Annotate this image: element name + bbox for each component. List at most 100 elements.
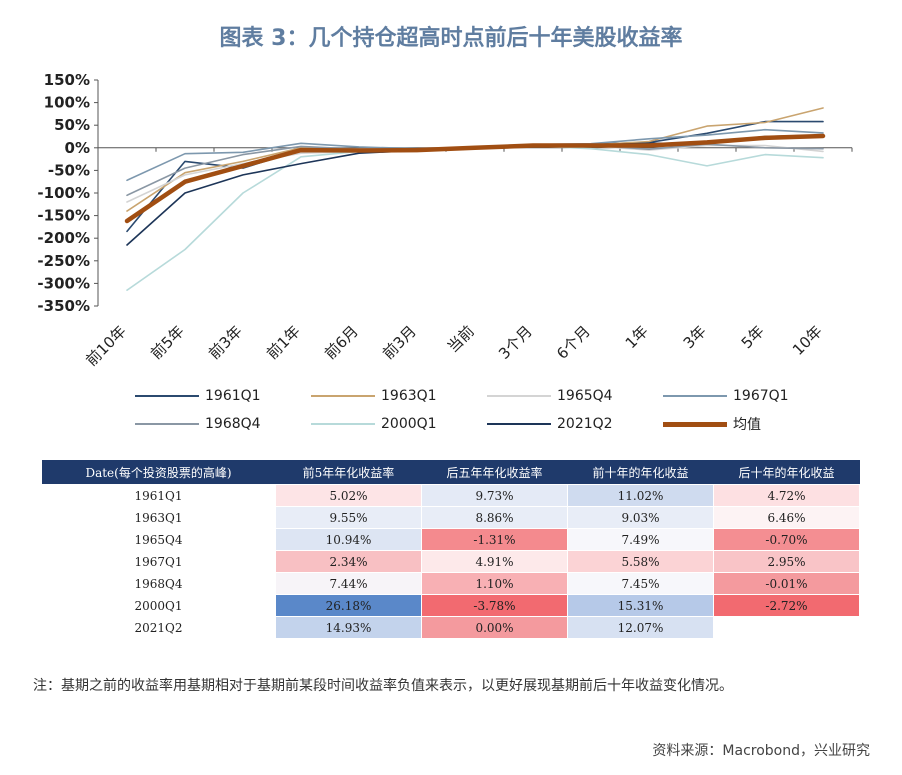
footnote: 注：基期之前的收益率用基期相对于基期前某段时间收益率负值来表示，以更好展现基期前… <box>33 678 733 694</box>
series-line <box>126 144 824 203</box>
table-row: 1965Q4 10.94% -1.31% 7.49% -0.70% <box>41 528 860 551</box>
value-cell: 1.10% <box>421 572 568 595</box>
x-axis: 前10年 前5年 前3年 前1年 前6月 前3月 当前 3个月 6个月 1年 3年 5年 10年 <box>82 147 853 370</box>
legend-label: 2000Q1 <box>381 416 437 432</box>
x-tick-label: 6个月 <box>553 322 594 363</box>
value-cell: 7.49% <box>567 528 714 551</box>
value-cell: 7.44% <box>275 572 422 595</box>
value-cell: 15.31% <box>567 594 714 617</box>
y-tick-label: 0% <box>65 139 90 157</box>
y-tick-label: -150% <box>37 207 90 225</box>
legend-swatch <box>135 395 199 397</box>
table-row: 1963Q1 9.55% 8.86% 9.03% 6.46% <box>41 506 860 529</box>
x-tick-label: 前1年 <box>263 322 304 363</box>
value-cell: 8.86% <box>421 506 568 529</box>
x-tick-label: 前5年 <box>147 322 188 363</box>
value-cell: 5.02% <box>275 484 422 507</box>
legend-swatch <box>663 395 727 397</box>
table-body: 1961Q1 5.02% 9.73% 11.02% 4.72% 1963Q1 9.55% 8.… <box>41 484 860 639</box>
y-tick-label: -50% <box>48 161 90 179</box>
series-line <box>124 133 826 224</box>
x-tick-label: 前10年 <box>82 322 129 369</box>
value-cell: -0.01% <box>713 572 860 595</box>
x-tick-label: 前3月 <box>379 322 420 363</box>
value-cell: 11.02% <box>567 484 714 507</box>
x-tick-label: 10年 <box>789 322 826 359</box>
legend-label: 1967Q1 <box>733 388 789 404</box>
legend-swatch <box>487 395 551 397</box>
legend-item: 1965Q4 <box>487 385 613 407</box>
value-cell: 5.58% <box>567 550 714 573</box>
y-tick-label: -350% <box>37 297 90 315</box>
legend-item: 1963Q1 <box>311 385 437 407</box>
date-cell: 2021Q2 <box>41 616 276 639</box>
value-cell: 26.18% <box>275 594 422 617</box>
x-tick-label: 1年 <box>622 322 652 352</box>
value-cell: 14.93% <box>275 616 422 639</box>
x-tick-label: 3个月 <box>495 322 536 363</box>
table-header-cell: 后五年年化收益率 <box>421 460 568 485</box>
y-tick-label: -250% <box>37 252 90 270</box>
legend-label: 1963Q1 <box>381 388 437 404</box>
value-cell: 12.07% <box>567 616 714 639</box>
table-header-cell: Date(每个投资股票的高峰) <box>41 460 276 485</box>
series-lines <box>124 107 826 291</box>
legend-item: 1968Q4 <box>135 413 261 435</box>
value-cell: 9.73% <box>421 484 568 507</box>
value-cell: 9.03% <box>567 506 714 529</box>
legend-item: 1967Q1 <box>663 385 789 407</box>
legend-swatch <box>663 421 727 427</box>
legend-item: 2021Q2 <box>487 413 613 435</box>
legend-item: 均值 <box>663 413 761 435</box>
legend-label: 1961Q1 <box>205 388 261 404</box>
y-axis: 150% 100% 50% 0% -50% -100% -150% -200% -250% -30… <box>37 71 99 315</box>
value-cell: 0.00% <box>421 616 568 639</box>
x-tick-label: 3年 <box>680 322 710 352</box>
value-cell: 7.45% <box>567 572 714 595</box>
value-cell: -2.72% <box>713 594 860 617</box>
source-text: 资料来源：Macrobond，兴业研究 <box>652 743 870 759</box>
y-tick-label: -100% <box>37 184 90 202</box>
series-line <box>126 128 824 182</box>
legend-item: 2000Q1 <box>311 413 437 435</box>
table-row: 1968Q4 7.44% 1.10% 7.45% -0.01% <box>41 572 860 595</box>
table-row: 2021Q2 14.93% 0.00% 12.07% <box>41 616 860 639</box>
returns-table: Date(每个投资股票的高峰) 前5年年化收益率 后五年年化收益率 前十年的年化收益后… <box>41 460 860 639</box>
legend-swatch <box>487 423 551 425</box>
series-line <box>126 134 824 246</box>
legend-label: 均值 <box>733 417 761 433</box>
date-cell: 1965Q4 <box>41 528 276 551</box>
x-tick-label: 前3年 <box>205 322 246 363</box>
table-header-cell: 前十年的年化收益 <box>567 460 714 485</box>
x-tick-label: 当前 <box>444 322 478 356</box>
legend-label: 2021Q2 <box>557 416 613 432</box>
value-cell: 9.55% <box>275 506 422 529</box>
value-cell: 6.46% <box>713 506 860 529</box>
date-cell: 1961Q1 <box>41 484 276 507</box>
value-cell: 4.72% <box>713 484 860 507</box>
y-tick-label: 50% <box>54 116 90 134</box>
legend-item: 1961Q1 <box>135 385 261 407</box>
value-cell: 4.91% <box>421 550 568 573</box>
table-header-cell: 前5年年化收益率 <box>275 460 422 485</box>
date-cell: 1968Q4 <box>41 572 276 595</box>
value-cell: -0.70% <box>713 528 860 551</box>
legend-label: 1968Q4 <box>205 416 261 432</box>
y-tick-label: 150% <box>44 71 90 89</box>
value-cell: 2.34% <box>275 550 422 573</box>
value-cell: 10.94% <box>275 528 422 551</box>
y-tick-label: -300% <box>37 274 90 292</box>
series-line <box>126 120 824 233</box>
legend-label: 1965Q4 <box>557 388 613 404</box>
legend-swatch <box>311 423 375 425</box>
table-row: 1961Q1 5.02% 9.73% 11.02% 4.72% <box>41 484 860 507</box>
x-tick-label: 5年 <box>738 322 768 352</box>
date-cell: 1963Q1 <box>41 506 276 529</box>
series-line <box>126 107 824 212</box>
table-header-cell: 后十年的年化收益 <box>713 460 860 485</box>
date-cell: 1967Q1 <box>41 550 276 573</box>
value-cell: -1.31% <box>421 528 568 551</box>
value-cell <box>713 616 860 639</box>
y-tick-label: 100% <box>44 94 90 112</box>
value-cell: -3.78% <box>421 594 568 617</box>
